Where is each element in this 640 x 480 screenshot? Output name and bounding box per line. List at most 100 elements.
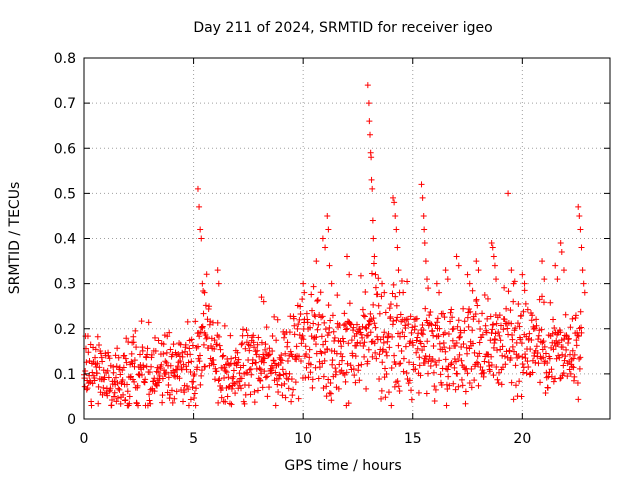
data-point — [180, 398, 187, 405]
data-point — [354, 339, 361, 346]
data-point — [550, 378, 557, 385]
data-point — [521, 287, 528, 294]
data-point — [146, 369, 153, 376]
data-point — [519, 360, 526, 367]
data-point — [577, 354, 584, 361]
data-point — [390, 281, 397, 288]
data-point — [509, 336, 516, 343]
data-point — [407, 313, 414, 320]
data-point — [191, 371, 198, 378]
data-point — [410, 361, 417, 368]
data-point — [393, 379, 400, 386]
data-point — [519, 271, 526, 278]
data-point — [190, 378, 197, 385]
data-point — [393, 226, 400, 233]
data-point — [214, 319, 221, 326]
data-point — [289, 392, 296, 399]
data-point — [469, 327, 476, 334]
data-point — [258, 339, 265, 346]
data-point — [441, 314, 448, 321]
data-point — [153, 368, 160, 375]
data-point — [330, 328, 337, 335]
data-point — [535, 360, 542, 367]
y-tick-label: 0.3 — [54, 277, 76, 293]
data-point — [379, 280, 386, 287]
data-point — [282, 350, 289, 357]
data-point — [516, 378, 523, 385]
data-point — [363, 325, 370, 332]
data-point — [181, 389, 188, 396]
data-point — [366, 118, 373, 125]
data-point — [347, 362, 354, 369]
data-point — [238, 341, 245, 348]
data-point — [204, 334, 211, 341]
data-point — [418, 181, 425, 188]
data-point — [508, 267, 515, 274]
data-point — [540, 338, 547, 345]
data-point — [151, 388, 158, 395]
data-point — [346, 300, 353, 307]
data-point — [394, 378, 401, 385]
data-point — [307, 369, 314, 376]
data-point — [214, 267, 221, 274]
data-point — [357, 340, 364, 347]
data-point — [245, 382, 252, 389]
data-point — [381, 374, 388, 381]
data-point — [351, 372, 358, 379]
data-point — [294, 325, 301, 332]
data-point — [547, 299, 554, 306]
data-point — [558, 249, 565, 256]
data-point — [359, 323, 366, 330]
data-point — [291, 331, 298, 338]
data-point — [185, 359, 192, 366]
data-point — [552, 375, 559, 382]
data-point — [134, 382, 141, 389]
data-point — [297, 310, 304, 317]
data-point — [168, 387, 175, 394]
data-point — [110, 369, 117, 376]
data-point — [99, 358, 106, 365]
data-point — [475, 267, 482, 274]
data-point — [302, 343, 309, 350]
data-point — [126, 393, 133, 400]
data-point — [277, 372, 284, 379]
data-point — [159, 392, 166, 399]
data-point — [559, 351, 566, 358]
data-point — [577, 226, 584, 233]
data-point — [529, 369, 536, 376]
data-point — [379, 359, 386, 366]
data-point — [339, 353, 346, 360]
data-point — [183, 383, 190, 390]
data-point — [344, 360, 351, 367]
data-point — [370, 260, 377, 267]
data-point — [228, 385, 235, 392]
data-point — [564, 373, 571, 380]
data-point — [562, 311, 569, 318]
data-point — [365, 332, 372, 339]
data-point — [325, 376, 332, 383]
data-point — [374, 333, 381, 340]
x-tick-label: 10 — [294, 431, 312, 447]
data-point — [319, 235, 326, 242]
data-point — [327, 379, 334, 386]
data-point — [454, 370, 461, 377]
data-point — [455, 262, 462, 269]
data-point — [419, 322, 426, 329]
data-point — [429, 327, 436, 334]
data-point — [115, 385, 122, 392]
data-point — [120, 391, 127, 398]
data-point — [176, 340, 183, 347]
data-point — [376, 351, 383, 358]
data-point — [553, 337, 560, 344]
data-point — [215, 333, 222, 340]
data-point — [160, 341, 167, 348]
data-point — [95, 341, 102, 348]
data-point — [430, 343, 437, 350]
data-point — [326, 324, 333, 331]
data-point — [475, 360, 482, 367]
data-point — [406, 359, 413, 366]
data-point — [296, 316, 303, 323]
data-point — [442, 267, 449, 274]
y-tick-label: 0 — [67, 412, 76, 428]
data-point — [240, 362, 247, 369]
